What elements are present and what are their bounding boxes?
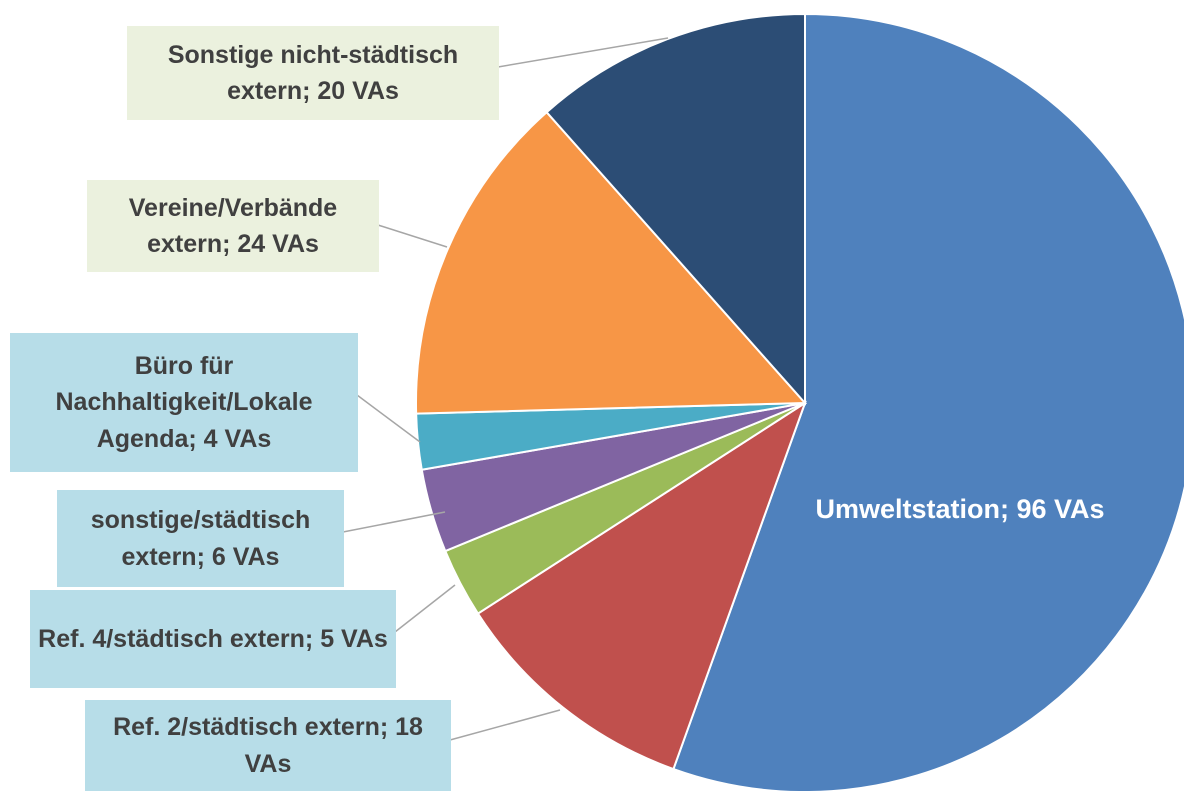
leader-line bbox=[394, 584, 456, 633]
leader-line bbox=[342, 511, 446, 533]
slice-label: Büro für Nachhaltigkeit/Lokale Agenda; 4… bbox=[10, 333, 358, 472]
slice bbox=[672, 12, 1184, 791]
slices bbox=[415, 12, 1184, 791]
slice-label: Umweltstation; 96 VAs bbox=[815, 494, 1105, 525]
leader-line bbox=[377, 224, 448, 248]
slice-label: Ref. 2/städtisch extern; 18 VAs bbox=[85, 700, 451, 791]
slice-label: Sonstige nicht-städtisch extern; 20 VAs bbox=[127, 26, 499, 120]
leader-line bbox=[356, 394, 421, 443]
slice-label: sonstige/städtisch extern; 6 VAs bbox=[57, 490, 344, 587]
slice bbox=[415, 110, 808, 415]
leader-lines bbox=[342, 37, 669, 741]
slice bbox=[545, 12, 806, 406]
leader-line bbox=[497, 37, 669, 68]
slice-label: Vereine/Verbände extern; 24 VAs bbox=[87, 180, 379, 272]
slice-label: Ref. 4/städtisch extern; 5 VAs bbox=[30, 590, 396, 688]
leader-line bbox=[449, 709, 561, 741]
slice bbox=[476, 400, 807, 771]
